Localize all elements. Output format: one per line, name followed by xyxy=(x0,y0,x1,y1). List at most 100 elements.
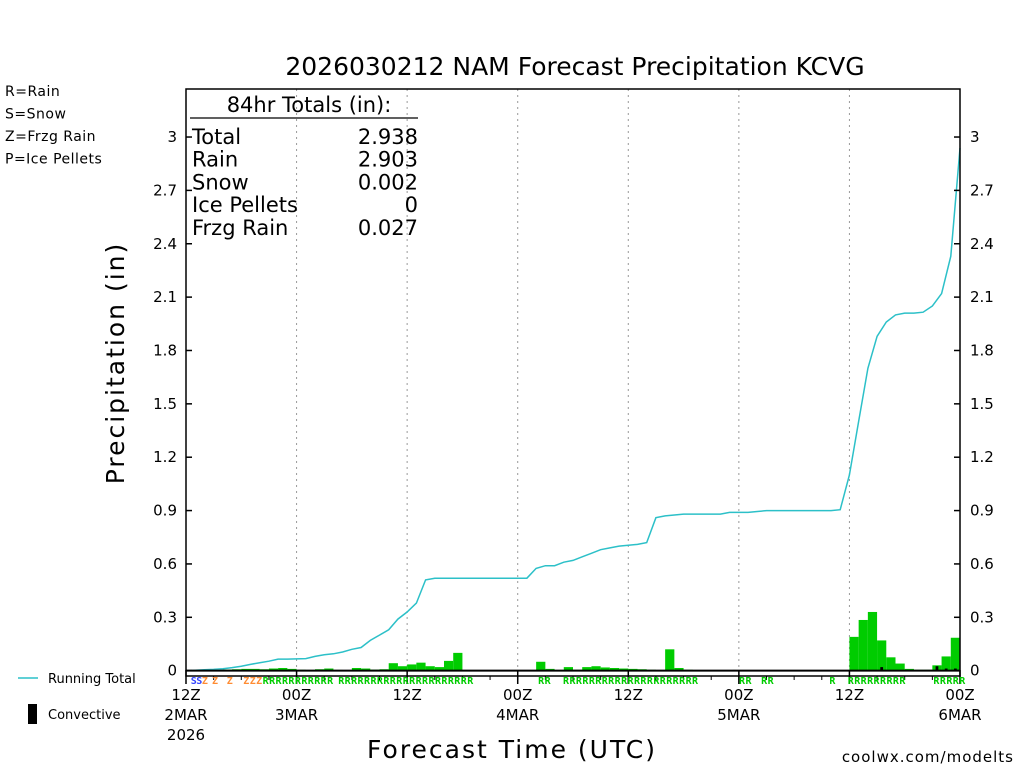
legend-swatch-convective xyxy=(28,704,37,724)
convective-bar-84h xyxy=(954,668,957,671)
convective-bar-83h xyxy=(944,668,948,671)
ptype-R-35: R xyxy=(441,676,448,687)
ptype-R-27: R xyxy=(390,676,397,687)
precip-bar-47h xyxy=(609,667,620,671)
ptype-R-74: R xyxy=(886,676,893,687)
ptype-R-43: R xyxy=(569,676,576,687)
xtick-label-12h-1: 3MAR xyxy=(275,706,318,724)
ptype-R-29: R xyxy=(403,676,410,687)
ptype-R-33: R xyxy=(428,676,435,687)
ytick-label-right-1.8: 1.8 xyxy=(970,341,994,359)
gridlines xyxy=(296,89,850,676)
precip-bar-23h xyxy=(388,663,398,671)
precip-bar-75h xyxy=(867,611,878,671)
precip-bar-20h xyxy=(361,668,371,671)
ytick-label-left-1.5: 1.5 xyxy=(153,395,177,413)
xtick-label-36h-1: 4MAR xyxy=(496,706,539,724)
legend-p-ice-pellets: P=Ice Pellets xyxy=(5,152,102,168)
ptype-R-23: R xyxy=(364,676,371,687)
ytick-label-right-2.7: 2.7 xyxy=(970,181,994,199)
ptype-Z-6: Z xyxy=(250,676,256,687)
precip-bar-44h xyxy=(582,667,592,671)
totals-value-frzg-rain: 0.027 xyxy=(358,216,418,240)
ytick-label-right-2.4: 2.4 xyxy=(970,235,994,253)
legend-z-frzg-rain: Z=Frzg Rain xyxy=(5,129,96,145)
precip-bar-26h xyxy=(416,662,426,671)
ptype-R-80: R xyxy=(953,676,960,687)
ptype-R-64: R xyxy=(745,676,752,687)
totals-header: 84hr Totals (in): xyxy=(227,93,392,117)
ptype-R-10: R xyxy=(276,676,283,687)
totals-value-snow: 0.002 xyxy=(358,170,418,194)
precip-bar-29h xyxy=(444,660,454,671)
ptype-R-41: R xyxy=(545,676,552,687)
ptype-R-31: R xyxy=(416,676,423,687)
ptype-R-21: R xyxy=(351,676,358,687)
bottom-legend: Running Total Convective xyxy=(18,672,136,724)
ptype-R-37: R xyxy=(454,676,461,687)
ytick-label-right-0: 0 xyxy=(970,662,980,680)
xtick-label-48h-0: 12Z xyxy=(614,686,643,704)
xtick-label-0h-2: 2026 xyxy=(167,726,205,744)
xtick-label-60h-0: 00Z xyxy=(724,686,753,704)
xtick-label-0h-1: 2MAR xyxy=(164,706,207,724)
ptype-R-81: R xyxy=(959,676,966,687)
ptype-Z-2: Z xyxy=(202,676,208,687)
ptype-R-34: R xyxy=(435,676,442,687)
ptype-R-60: R xyxy=(679,676,686,687)
legend-s-snow: S=Snow xyxy=(5,107,66,123)
plot-frame xyxy=(185,88,961,677)
ptype-R-9: R xyxy=(269,676,276,687)
ytick-label-left-1.2: 1.2 xyxy=(153,448,177,466)
ytick-label-left-0: 0 xyxy=(167,662,177,680)
ptype-R-57: R xyxy=(660,676,667,687)
ptype-R-56: R xyxy=(653,676,660,687)
ytick-label-right-3: 3 xyxy=(970,128,980,146)
precip-bar-25h xyxy=(407,664,417,671)
ptype-R-62: R xyxy=(692,676,699,687)
ptype-R-72: R xyxy=(874,676,881,687)
ptype-R-51: R xyxy=(621,676,628,687)
ptype-R-75: R xyxy=(893,676,900,687)
precip-bar-10h xyxy=(268,668,279,671)
ptype-R-47: R xyxy=(595,676,602,687)
totals-label-frzg-rain: Frzg Rain xyxy=(192,216,288,240)
xtick-label-60h-1: 5MAR xyxy=(717,706,760,724)
ytick-label-left-0.3: 0.3 xyxy=(153,608,177,626)
precip-bar-30h xyxy=(453,652,463,671)
totals-value-total: 2.938 xyxy=(358,125,418,149)
ytick-label-left-1.8: 1.8 xyxy=(153,341,177,359)
ptype-R-67: R xyxy=(829,676,836,687)
precip-bar-48h xyxy=(619,668,629,671)
ptype-R-77: R xyxy=(933,676,940,687)
xtick-label-0h-0: 12Z xyxy=(171,686,200,704)
ptype-Z-5: Z xyxy=(243,676,249,687)
ptype-R-78: R xyxy=(940,676,947,687)
ptype-R-52: R xyxy=(628,676,635,687)
ytick-label-right-1.2: 1.2 xyxy=(970,448,994,466)
ytick-label-right-2.1: 2.1 xyxy=(970,288,994,306)
ptype-R-16: R xyxy=(314,676,321,687)
precip-bar-84h xyxy=(950,637,960,671)
ptype-R-8: R xyxy=(263,676,270,687)
ptype-S-1: S xyxy=(196,676,202,687)
ptype-R-14: R xyxy=(301,676,308,687)
xtick-label-84h-1: 6MAR xyxy=(938,706,981,724)
totals-label-rain: Rain xyxy=(192,148,238,172)
ytick-label-left-0.6: 0.6 xyxy=(153,555,177,573)
ytick-label-left-2.7: 2.7 xyxy=(153,181,177,199)
ptype-Z-7: Z xyxy=(256,676,262,687)
precip-bar-19h xyxy=(351,667,362,671)
hourly-precip-bars xyxy=(186,611,960,671)
ptype-R-54: R xyxy=(640,676,647,687)
xtick-label-84h-0: 00Z xyxy=(945,686,974,704)
ptype-R-20: R xyxy=(345,676,352,687)
totals-label-total: Total xyxy=(191,125,241,149)
ptype-R-15: R xyxy=(308,676,315,687)
ptype-R-26: R xyxy=(383,676,390,687)
ytick-label-left-2.1: 2.1 xyxy=(153,288,177,306)
ptype-R-70: R xyxy=(861,676,868,687)
ytick-label-left-3: 3 xyxy=(167,128,177,146)
totals-rows: Total 2.938 Rain 2.903 Snow 0.002 Ice Pellets 0… xyxy=(191,125,418,240)
legend-label-convective: Convective xyxy=(48,708,121,723)
